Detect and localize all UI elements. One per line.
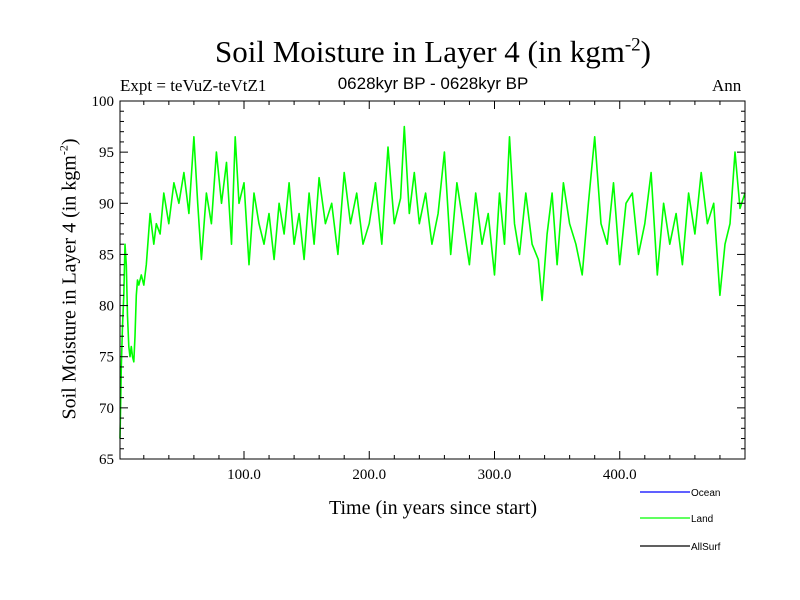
y-tick-label: 80 [99, 299, 114, 315]
plot-series-layer [119, 125, 746, 439]
chart-title: Soil Moisture in Layer 4 (in kgm-2) [215, 34, 651, 69]
legend-label-land: Land [691, 514, 713, 525]
y-tick-label: 75 [99, 350, 114, 366]
y-tick-label: 95 [99, 145, 114, 161]
legend-label-ocean: Ocean [691, 488, 720, 499]
experiment-label: Expt = teVuZ-teVtZ1 [120, 76, 267, 95]
axes-layer: 65 70 75 80 85 90 95 100 100.0 200.0 300.0 400.0 [92, 94, 745, 483]
plot-frame [119, 100, 746, 460]
series-line-land [119, 125, 746, 439]
y-tick-label: 85 [99, 247, 114, 263]
chart-subtitle: 0628kyr BP - 0628kyr BP [337, 74, 529, 93]
x-axis-label: Time (in years since start) [328, 497, 538, 519]
x-tick-label: 200.0 [352, 467, 386, 483]
x-tick-label: 400.0 [603, 467, 637, 483]
x-tick-label: 100.0 [227, 467, 261, 483]
legend-label-allsurf: AllSurf [691, 542, 721, 553]
season-label: Ann [712, 76, 742, 95]
legend: Ocean Land AllSurf [640, 488, 721, 553]
x-tick-label: 300.0 [478, 467, 512, 483]
y-tick-label: 70 [99, 401, 114, 417]
y-tick-label: 100 [92, 94, 115, 110]
y-tick-label: 65 [99, 452, 114, 468]
y-tick-label: 90 [99, 196, 114, 212]
